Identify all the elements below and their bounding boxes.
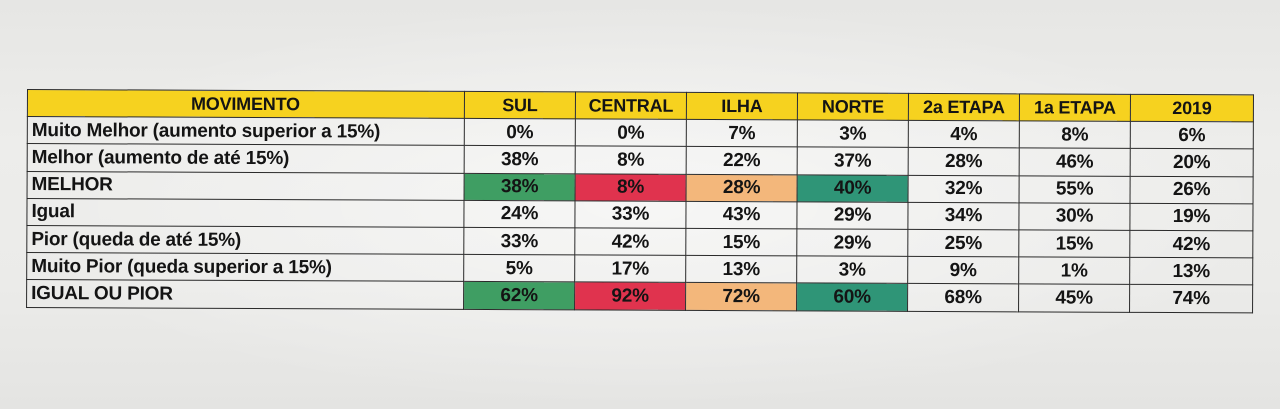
row-label: Melhor (aumento de até 15%) [27,143,465,173]
row-label: Muito Pior (queda superior a 15%) [26,252,464,282]
cell-2a-etapa: 28% [908,147,1020,176]
header-2a-etapa: 2a ETAPA [908,93,1020,122]
cell-2019: 6% [1130,121,1254,150]
cell-central-highlight: 8% [575,173,687,202]
cell-2a-etapa: 4% [908,120,1020,149]
row-label: MELHOR [27,171,465,201]
header-sul: SUL [464,91,576,120]
cell-central: 33% [574,200,687,229]
header-central: CENTRAL [575,91,687,120]
cell-1a-etapa: 30% [1018,202,1131,231]
cell-sul: 38% [464,145,576,174]
cell-2a-etapa: 25% [907,229,1019,257]
header-movimento: MOVIMENTO [27,89,465,119]
cell-ilha: 43% [685,201,798,229]
cell-2019: 42% [1129,230,1253,258]
cell-sul-highlight: 38% [464,172,576,201]
cell-norte: 37% [797,147,909,175]
cell-2019: 26% [1130,175,1254,204]
cell-2019: 19% [1129,203,1254,231]
table-row-igual-ou-pior: IGUAL OU PIOR 62% 92% 72% 60% 68% 45% 74… [26,279,1253,313]
cell-sul: 5% [463,254,575,283]
cell-norte-highlight: 40% [797,174,909,203]
cell-1a-etapa: 46% [1019,148,1131,176]
cell-ilha-highlight: 28% [686,173,798,202]
cell-1a-etapa: 45% [1018,284,1130,312]
row-label: IGUAL OU PIOR [26,279,464,309]
cell-norte: 29% [796,201,909,230]
cell-ilha: 15% [685,228,797,256]
cell-2a-etapa: 9% [907,256,1019,285]
cell-1a-etapa: 15% [1018,229,1130,258]
cell-central: 17% [574,255,686,283]
cell-sul: 33% [463,227,575,256]
row-label: Igual [26,198,465,228]
cell-ilha: 22% [686,146,798,175]
cell-2a-etapa: 32% [908,174,1020,203]
cell-norte: 3% [797,120,909,148]
cell-central: 42% [574,227,686,256]
cell-central-highlight: 92% [574,282,686,310]
cell-2019: 13% [1129,257,1253,286]
cell-2019: 20% [1130,148,1254,177]
cell-ilha-highlight: 72% [685,282,797,311]
row-label: Pior (queda de até 15%) [26,225,464,255]
cell-2a-etapa: 68% [907,283,1019,312]
movement-table: MOVIMENTO SUL CENTRAL ILHA NORTE 2a ETAP… [26,89,1254,313]
cell-2019: 74% [1129,284,1253,313]
cell-1a-etapa: 1% [1018,256,1130,285]
header-norte: NORTE [797,92,909,121]
cell-sul: 24% [463,200,576,228]
cell-ilha: 13% [685,255,797,284]
header-ilha: ILHA [686,92,798,121]
cell-norte: 29% [796,228,908,257]
cell-1a-etapa: 8% [1019,121,1131,149]
cell-norte-highlight: 60% [796,283,908,311]
cell-1a-etapa: 55% [1019,175,1131,204]
cell-central: 8% [575,146,687,174]
cell-norte: 3% [796,255,908,284]
cell-ilha: 7% [686,119,798,148]
header-2019: 2019 [1130,94,1254,123]
cell-sul-highlight: 62% [463,281,575,310]
cell-central: 0% [575,119,687,147]
header-1a-etapa: 1a ETAPA [1019,93,1131,122]
cell-2a-etapa: 34% [907,202,1020,230]
row-label: Muito Melhor (aumento superior a 15%) [27,116,465,146]
cell-sul: 0% [464,118,576,147]
